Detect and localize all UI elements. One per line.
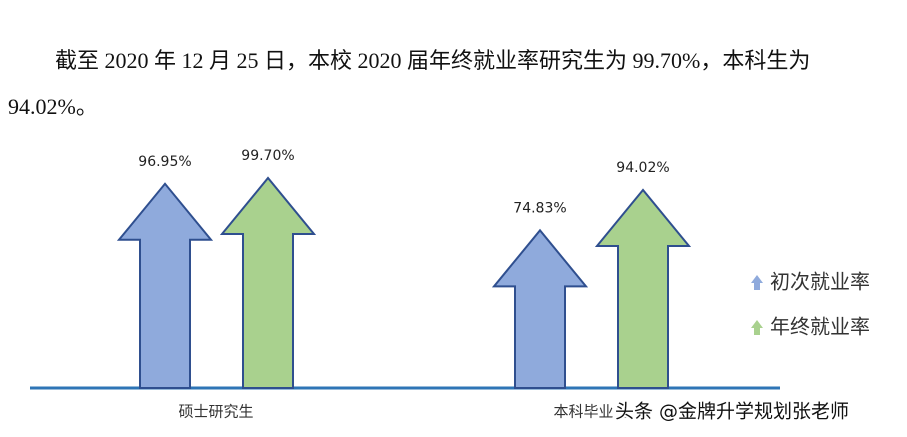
legend-swatch (751, 320, 763, 335)
arrow-bar (116, 182, 214, 389)
value-label: 96.95% (138, 154, 191, 170)
value-label: 99.70% (241, 148, 294, 164)
arrow-bar (594, 188, 692, 389)
legend-swatch (751, 275, 763, 290)
arrow-bar (491, 228, 589, 389)
value-label: 74.83% (513, 200, 566, 216)
value-label: 94.02% (616, 160, 669, 176)
watermark: 头条 @金牌升学规划张老师 (615, 401, 849, 423)
x-tick-label: 硕士研究生 (178, 403, 253, 421)
paragraph: 截至 2020 年 12 月 25 日，本校 2020 届年终就业率研究生为 9… (8, 48, 811, 119)
legend-label: 初次就业率 (770, 270, 870, 294)
legend-label: 年终就业率 (770, 315, 870, 339)
arrow-bar (219, 176, 317, 389)
x-tick-label: 本科毕业生 (553, 403, 628, 421)
